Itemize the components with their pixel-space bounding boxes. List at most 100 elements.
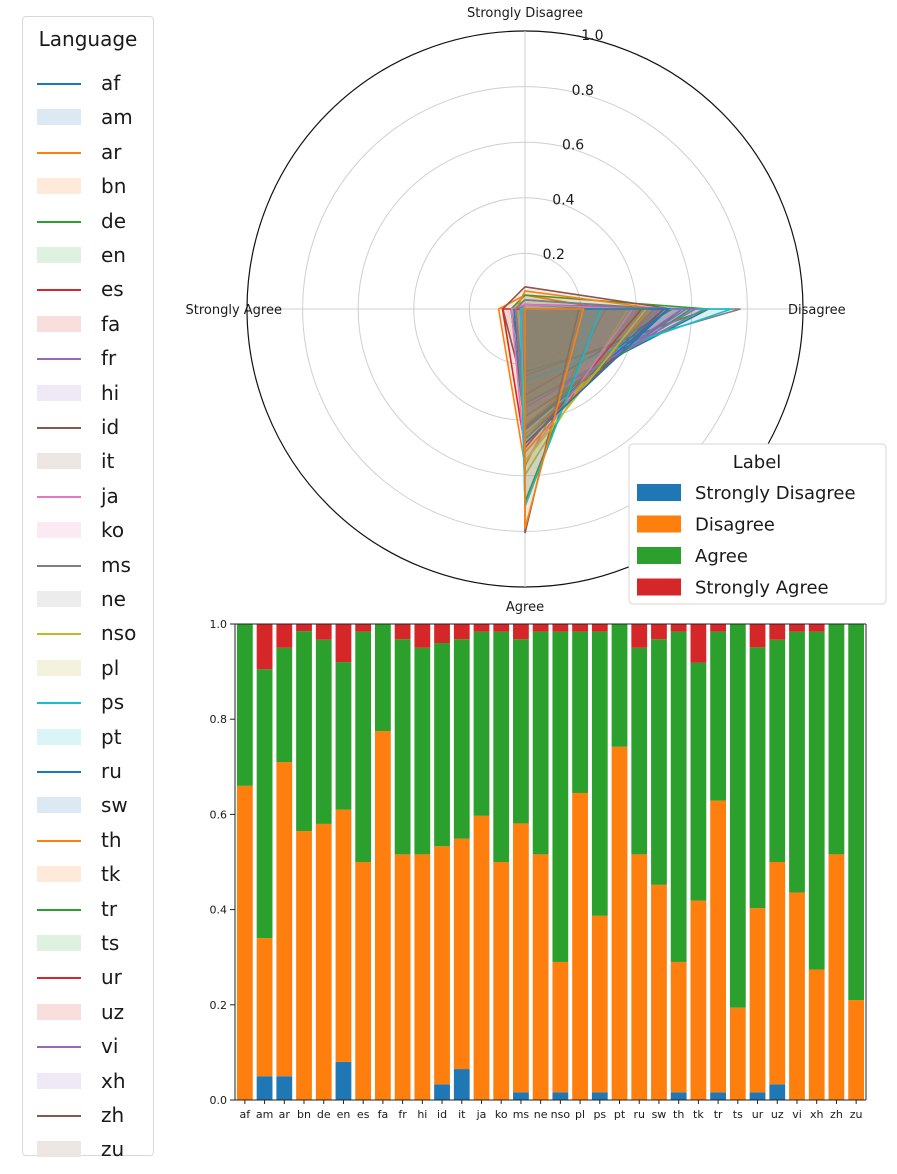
x-tick-label-es: es — [357, 1108, 370, 1121]
legend-label: zh — [101, 1103, 125, 1127]
x-tick-label-ts: ts — [733, 1108, 743, 1121]
bar-bn-agree — [296, 631, 312, 832]
legend-label: sw — [101, 793, 128, 818]
legend-item-es: es — [35, 277, 150, 303]
bar-zh-disagree — [828, 854, 845, 1100]
legend-label: vi — [101, 1034, 119, 1059]
legend-label: zu — [101, 1137, 125, 1162]
legend-label: ja — [101, 483, 119, 508]
legend-label: bn — [101, 174, 127, 199]
bar-ar-disagree — [276, 762, 293, 1077]
bar-id-strongly-disagree — [434, 1084, 450, 1100]
x-tick-label-vi: vi — [792, 1108, 802, 1121]
bar-th-strongly-disagree — [670, 1092, 687, 1100]
bar-fr-strongly-agree — [394, 624, 411, 640]
bar-nso-disagree — [552, 961, 569, 1093]
bar-tk-disagree — [690, 900, 707, 1100]
bar-ur-strongly-agree — [749, 624, 766, 648]
bar-it-agree — [453, 639, 470, 839]
legend-swatch — [37, 109, 81, 126]
bar-bn-disagree — [296, 831, 312, 1100]
legend-item-nso: nso — [35, 621, 150, 647]
legend-label: tk — [101, 862, 121, 887]
x-tick-label-xh: xh — [810, 1108, 824, 1121]
bar-tr-strongly-disagree — [710, 1092, 726, 1100]
bar-ur-disagree — [749, 908, 766, 1093]
x-tick-label-th: th — [673, 1108, 684, 1121]
legend-item-pl: pl — [35, 656, 150, 682]
legend-swatch — [37, 315, 81, 332]
legend-swatch — [37, 659, 81, 676]
bar-am-strongly-disagree — [256, 1076, 273, 1100]
legend-swatch — [37, 935, 81, 951]
bar-de-agree — [315, 639, 332, 824]
legend-item-en: en — [35, 243, 150, 269]
bar-pt-disagree — [611, 746, 628, 1100]
radar-tick-label: 1.0 — [581, 28, 603, 44]
legend-swatch — [37, 151, 81, 154]
legend-label: nso — [101, 621, 137, 646]
x-tick-label-ja: ja — [476, 1108, 487, 1121]
x-tick-label-it: it — [458, 1108, 466, 1121]
label-legend-label: Strongly Disagree — [695, 483, 856, 504]
x-tick-label-tr: tr — [714, 1108, 723, 1121]
x-tick-label-am: am — [256, 1108, 273, 1121]
legend-item-tk: tk — [35, 862, 150, 888]
bar-ko-agree — [493, 631, 510, 862]
bar-nso-strongly-agree — [552, 624, 569, 632]
x-tick-label-pl: pl — [575, 1108, 585, 1121]
bar-xh-strongly-agree — [808, 624, 825, 632]
bar-am-disagree — [256, 938, 273, 1077]
legend-label: fa — [101, 311, 121, 336]
label-legend-label: Disagree — [695, 515, 775, 536]
bar-ur-agree — [749, 647, 766, 909]
legend-item-zh: zh — [35, 1103, 150, 1129]
y-tick-label: 1.0 — [210, 618, 228, 631]
radar-tick-label: 0.2 — [543, 247, 565, 263]
bar-pl-agree — [572, 631, 588, 793]
bar-ur-strongly-disagree — [749, 1092, 766, 1100]
legend-swatch — [37, 797, 81, 814]
bar-fr-agree — [394, 639, 411, 855]
legend-swatch — [37, 866, 81, 883]
legend-item-ja: ja — [35, 484, 150, 510]
bar-xh-disagree — [808, 969, 825, 1100]
radar-axis-label-strongly-disagree: Strongly Disagree — [467, 6, 583, 21]
legend-item-zu: zu — [35, 1137, 150, 1163]
label-legend: Label Strongly Disagree Disagree Agree Stron… — [628, 443, 887, 605]
label-legend-title: Label — [733, 452, 782, 473]
legend-swatch — [37, 427, 81, 429]
bar-tk-strongly-agree — [690, 624, 707, 663]
bar-id-disagree — [434, 846, 450, 1085]
legend-label: en — [101, 243, 126, 267]
label-legend-label: Strongly Agree — [695, 578, 829, 599]
radar-axis-label-disagree: Disagree — [788, 303, 846, 318]
bar-nso-agree — [552, 631, 569, 962]
legend-label: hi — [101, 380, 120, 405]
legend-label: ps — [101, 690, 125, 715]
legend-item-ts: ts — [35, 931, 150, 957]
legend-label: ne — [101, 587, 126, 611]
legend-swatch — [37, 839, 81, 842]
bar-de-disagree — [315, 823, 332, 1100]
legend-item-th: th — [35, 828, 150, 854]
label-legend-label: Agree — [695, 546, 748, 567]
bar-en-strongly-agree — [335, 624, 352, 663]
legend-swatch — [37, 1003, 81, 1020]
bar-uz-disagree — [769, 862, 786, 1085]
bar-pt-agree — [611, 624, 628, 747]
bar-hi-disagree — [414, 854, 431, 1100]
legend-item-fa: fa — [35, 312, 150, 338]
x-tick-label-de: de — [317, 1108, 331, 1121]
bar-ru-strongly-agree — [631, 624, 648, 648]
bar-ms-disagree — [513, 823, 529, 1093]
legend-label: fr — [101, 346, 117, 371]
legend-swatch — [37, 1072, 81, 1089]
legend-swatch — [37, 728, 81, 745]
legend-label: pl — [101, 655, 120, 680]
legend-swatch — [37, 83, 81, 85]
legend-item-ko: ko — [35, 518, 150, 544]
legend-item-uz: uz — [35, 1000, 150, 1026]
legend-item-id: id — [35, 415, 150, 441]
bar-ar-strongly-disagree — [276, 1076, 293, 1100]
